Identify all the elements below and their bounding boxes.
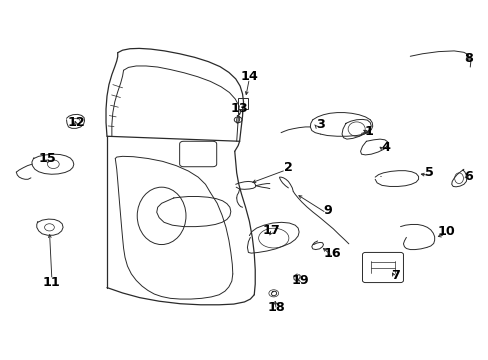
Text: 5: 5 (425, 166, 433, 179)
Text: 8: 8 (464, 51, 472, 64)
Text: 6: 6 (464, 170, 472, 183)
Text: 17: 17 (262, 224, 280, 237)
Text: 16: 16 (323, 247, 341, 260)
Text: 18: 18 (267, 301, 285, 314)
Text: 19: 19 (291, 274, 309, 287)
Text: 15: 15 (38, 152, 56, 165)
Text: 2: 2 (284, 161, 292, 174)
Text: 7: 7 (390, 269, 399, 282)
Text: 10: 10 (437, 225, 455, 238)
Text: 11: 11 (43, 276, 61, 289)
Text: 4: 4 (381, 141, 389, 154)
Text: 12: 12 (67, 116, 85, 129)
Text: 1: 1 (364, 125, 372, 138)
Text: 9: 9 (322, 204, 331, 217)
Text: 3: 3 (315, 118, 324, 131)
Text: 14: 14 (240, 69, 258, 82)
Text: 13: 13 (230, 102, 248, 115)
